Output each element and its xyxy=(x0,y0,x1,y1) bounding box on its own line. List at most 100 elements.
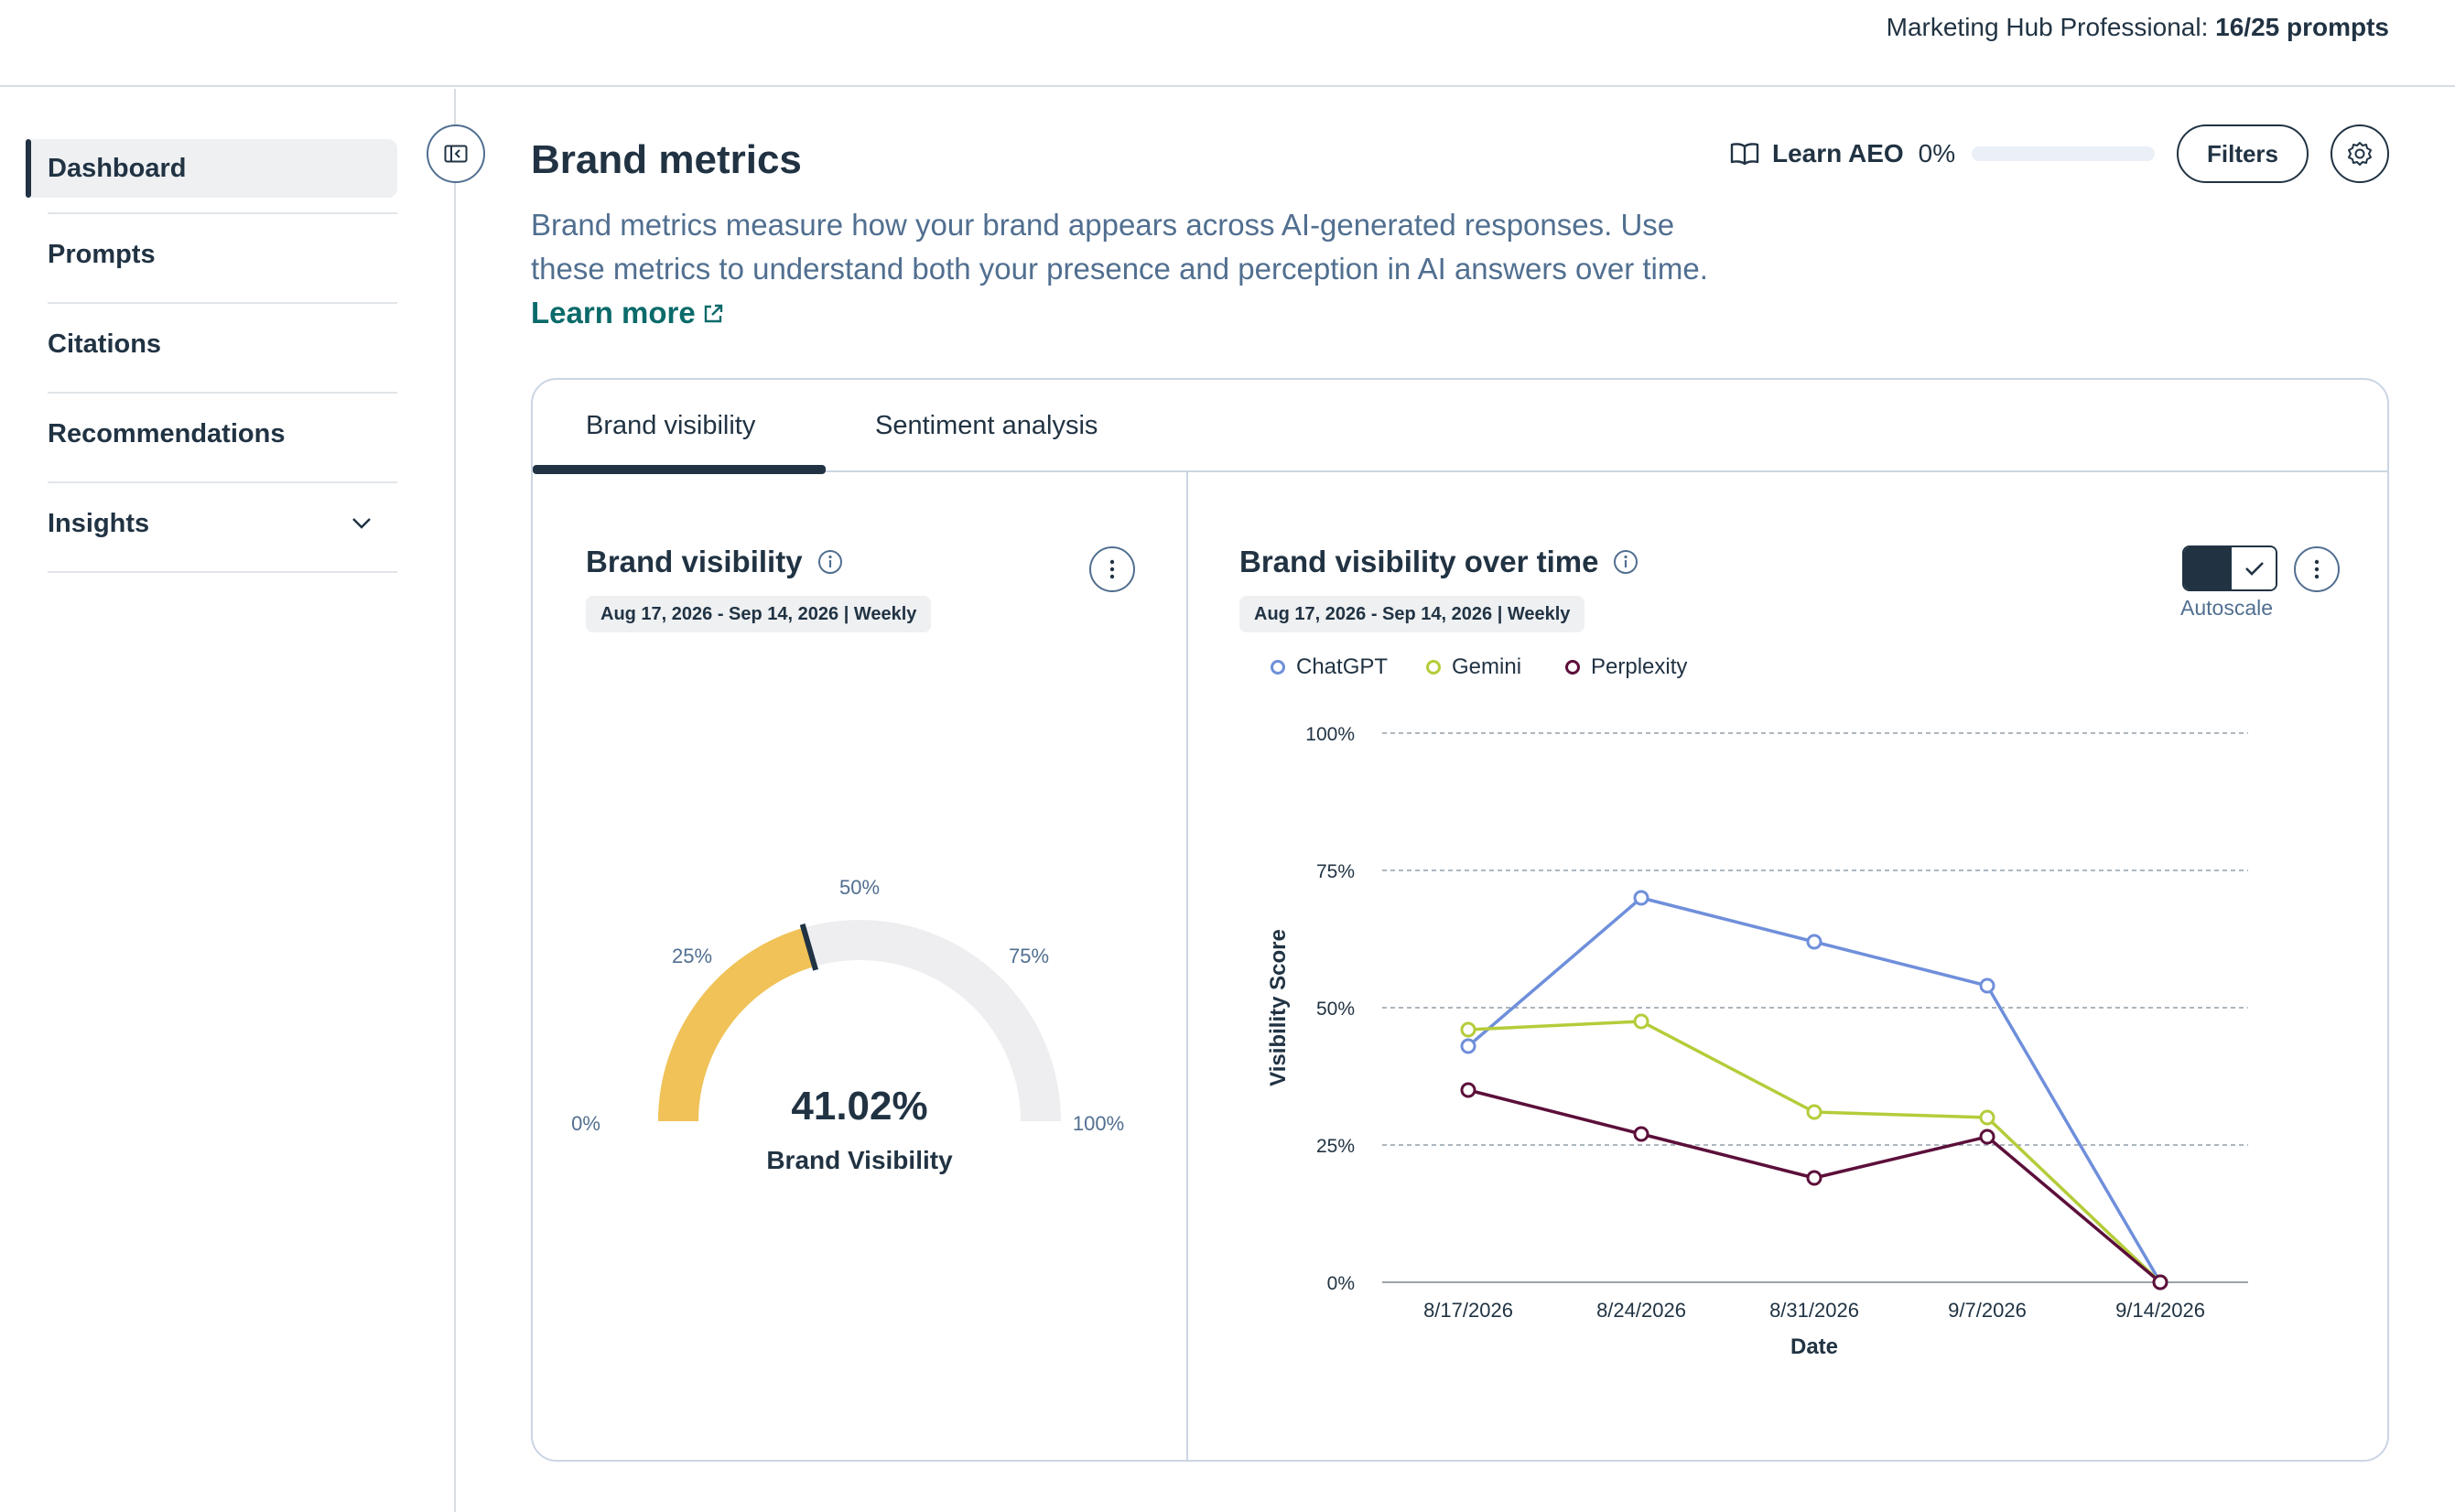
data-point-perplexity[interactable] xyxy=(1633,1126,1649,1142)
sidebar-collapse-icon xyxy=(444,145,468,163)
x-tick-label: 8/31/2026 xyxy=(1769,1299,1859,1322)
y-tick-label: 100% xyxy=(1305,724,1355,745)
legend-item-chatgpt[interactable]: ChatGPT xyxy=(1271,654,1388,680)
brand-metrics-card: Brand visibility Sentiment analysis Bran… xyxy=(531,378,2389,1462)
line-chart-more-button[interactable] xyxy=(2294,546,2340,592)
y-tick-label: 25% xyxy=(1316,1136,1355,1157)
tab-bar: Brand visibility Sentiment analysis xyxy=(533,380,2387,474)
gauge-fill xyxy=(658,927,816,1122)
gear-icon xyxy=(2348,142,2372,166)
learn-aeo-progress-bar xyxy=(1972,146,2156,161)
info-icon[interactable] xyxy=(817,549,843,575)
sidebar-item-citations[interactable]: Citations xyxy=(48,304,397,394)
data-point-chatgpt[interactable] xyxy=(1633,890,1649,906)
series-line-gemini xyxy=(1467,1020,2162,1284)
gauge-more-button[interactable] xyxy=(1089,546,1135,592)
data-point-perplexity[interactable] xyxy=(2152,1274,2168,1291)
sidebar-item-prompts[interactable]: Prompts xyxy=(48,214,397,304)
autoscale-toggle[interactable] xyxy=(2182,545,2277,591)
data-point-perplexity[interactable] xyxy=(1806,1170,1822,1186)
info-icon[interactable] xyxy=(1613,549,1638,575)
panel-divider xyxy=(1186,472,1188,1460)
sidebar-item-insights[interactable]: Insights xyxy=(48,483,397,573)
sidebar-divider xyxy=(48,212,397,214)
data-point-gemini[interactable] xyxy=(1979,1109,1995,1126)
gauge-tick-label: 50% xyxy=(839,876,880,899)
data-point-perplexity[interactable] xyxy=(1979,1129,1995,1145)
data-point-perplexity[interactable] xyxy=(1460,1082,1476,1098)
line-title-text: Brand visibility over time xyxy=(1239,545,1599,578)
legend-label: Gemini xyxy=(1452,654,1522,679)
gauge-title-text: Brand visibility xyxy=(586,545,803,578)
plan-usage: Marketing Hub Professional: 16/25 prompt… xyxy=(1887,13,2389,42)
chevron-down-icon xyxy=(352,518,371,529)
learn-more-link[interactable]: Learn more xyxy=(531,296,725,329)
gauge-needle xyxy=(799,923,818,971)
learn-aeo[interactable]: Learn AEO 0% xyxy=(1730,137,2156,170)
date-range-pill: Aug 17, 2026 - Sep 14, 2026 | Weekly xyxy=(1239,596,1585,632)
page-title: Brand metrics xyxy=(531,137,802,182)
data-point-gemini[interactable] xyxy=(1460,1021,1476,1038)
series-line-chatgpt xyxy=(1466,896,2162,1283)
top-bar: Marketing Hub Professional: 16/25 prompt… xyxy=(0,0,2455,87)
date-range-pill: Aug 17, 2026 - Sep 14, 2026 | Weekly xyxy=(586,596,932,632)
learn-more-label: Learn more xyxy=(531,296,696,329)
y-axis-title: Visibility Score xyxy=(1266,929,1291,1086)
data-point-gemini[interactable] xyxy=(1633,1013,1649,1030)
active-tab-indicator xyxy=(533,465,826,474)
external-link-icon xyxy=(704,304,722,323)
sidebar-item-dashboard[interactable]: Dashboard xyxy=(26,139,397,198)
data-point-chatgpt[interactable] xyxy=(1979,977,1995,994)
tab-brand-visibility[interactable]: Brand visibility xyxy=(586,411,756,440)
y-tick-label: 75% xyxy=(1316,861,1355,882)
plan-label: Marketing Hub Professional: xyxy=(1886,13,2209,41)
settings-button[interactable] xyxy=(2331,124,2389,183)
data-point-chatgpt[interactable] xyxy=(1806,934,1822,950)
gauge-tick-label: 100% xyxy=(1073,1112,1124,1135)
legend-item-gemini[interactable]: Gemini xyxy=(1426,654,1521,680)
gauge-panel-title: Brand visibility xyxy=(586,545,843,579)
gauge-chart: 0% 25% 50% 75% 100% 41.02% Brand Visibil… xyxy=(571,876,1124,1174)
gauge-tick-label: 25% xyxy=(672,945,712,967)
gauge-tick-label: 0% xyxy=(571,1112,600,1135)
sidebar: Dashboard Prompts Citations Recommendati… xyxy=(0,89,456,1512)
legend-marker xyxy=(1426,660,1441,675)
gauge-tick-label: 75% xyxy=(1009,945,1049,967)
more-vertical-icon xyxy=(1109,559,1115,579)
book-icon xyxy=(1730,143,1759,166)
y-tick-label: 0% xyxy=(1327,1273,1355,1294)
autoscale-label: Autoscale xyxy=(2180,596,2274,620)
x-tick-label: 9/7/2026 xyxy=(1948,1299,2027,1322)
data-point-gemini[interactable] xyxy=(1806,1104,1822,1120)
tab-sentiment-analysis[interactable]: Sentiment analysis xyxy=(875,411,1098,440)
x-axis-title: Date xyxy=(1790,1334,1838,1359)
plan-usage-count: 16/25 prompts xyxy=(2215,13,2389,41)
x-tick-label: 9/14/2026 xyxy=(2115,1299,2205,1322)
sidebar-item-label: Recommendations xyxy=(48,419,286,448)
sidebar-item-label: Dashboard xyxy=(48,154,187,183)
learn-aeo-percent: 0% xyxy=(1918,139,1956,167)
collapse-sidebar-button[interactable] xyxy=(427,124,485,183)
sidebar-item-recommendations[interactable]: Recommendations xyxy=(48,394,397,483)
line-panel-title: Brand visibility over time xyxy=(1239,545,1638,579)
description-text: Brand metrics measure how your brand app… xyxy=(531,208,1708,286)
x-tick-label: 8/17/2026 xyxy=(1423,1299,1513,1322)
sidebar-item-label: Insights xyxy=(48,509,150,538)
gauge-value: 41.02% xyxy=(791,1084,927,1129)
filters-button[interactable]: Filters xyxy=(2177,124,2309,183)
line-chart: 0% 25% 50% 75% 100% 8/17/2026 8/24/2026 8/31/20… xyxy=(1266,724,2248,1359)
legend-marker xyxy=(1565,660,1580,675)
data-point-chatgpt[interactable] xyxy=(1460,1038,1476,1054)
legend-item-perplexity[interactable]: Perplexity xyxy=(1565,654,1687,680)
more-vertical-icon xyxy=(2314,559,2320,579)
sidebar-item-label: Citations xyxy=(48,329,162,359)
y-tick-label: 50% xyxy=(1316,999,1355,1020)
legend-marker xyxy=(1271,660,1285,675)
gauge-caption: Brand Visibility xyxy=(766,1146,953,1174)
page-description: Brand metrics measure how your brand app… xyxy=(531,203,1712,335)
toggle-knob xyxy=(2232,547,2276,589)
x-tick-label: 8/24/2026 xyxy=(1596,1299,1686,1322)
sidebar-item-label: Prompts xyxy=(48,240,156,269)
legend-label: ChatGPT xyxy=(1296,654,1389,679)
check-icon xyxy=(2245,562,2264,576)
